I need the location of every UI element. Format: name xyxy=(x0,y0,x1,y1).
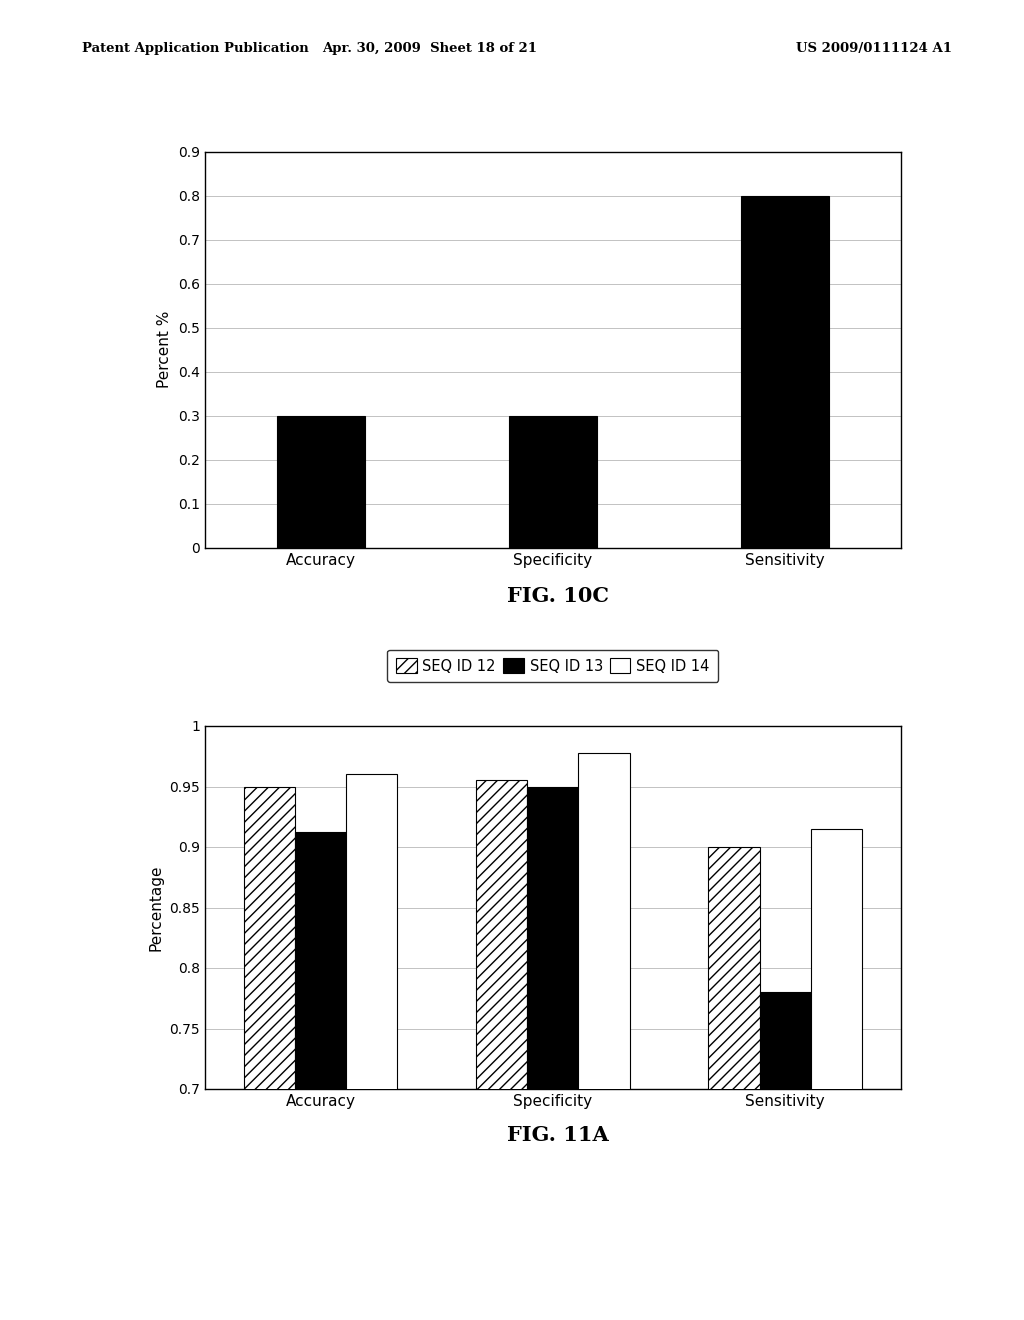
Legend: SEQ ID 12, SEQ ID 13, SEQ ID 14: SEQ ID 12, SEQ ID 13, SEQ ID 14 xyxy=(387,649,719,682)
Bar xyxy=(709,847,760,1320)
Text: US 2009/0111124 A1: US 2009/0111124 A1 xyxy=(797,42,952,55)
Bar xyxy=(295,833,346,1320)
Y-axis label: Percent %: Percent % xyxy=(158,312,172,388)
Bar xyxy=(346,775,397,1320)
Text: FIG. 11A: FIG. 11A xyxy=(507,1125,609,1144)
Bar xyxy=(476,780,527,1320)
Bar xyxy=(760,993,811,1320)
Y-axis label: Percentage: Percentage xyxy=(148,865,164,950)
Text: Patent Application Publication: Patent Application Publication xyxy=(82,42,308,55)
Text: FIG. 10C: FIG. 10C xyxy=(507,586,609,606)
Bar xyxy=(741,195,829,548)
Bar xyxy=(579,752,630,1320)
Bar xyxy=(245,787,295,1320)
Text: Apr. 30, 2009  Sheet 18 of 21: Apr. 30, 2009 Sheet 18 of 21 xyxy=(323,42,538,55)
Bar xyxy=(527,787,579,1320)
Bar xyxy=(811,829,861,1320)
Bar xyxy=(509,416,597,548)
Bar xyxy=(276,416,365,548)
